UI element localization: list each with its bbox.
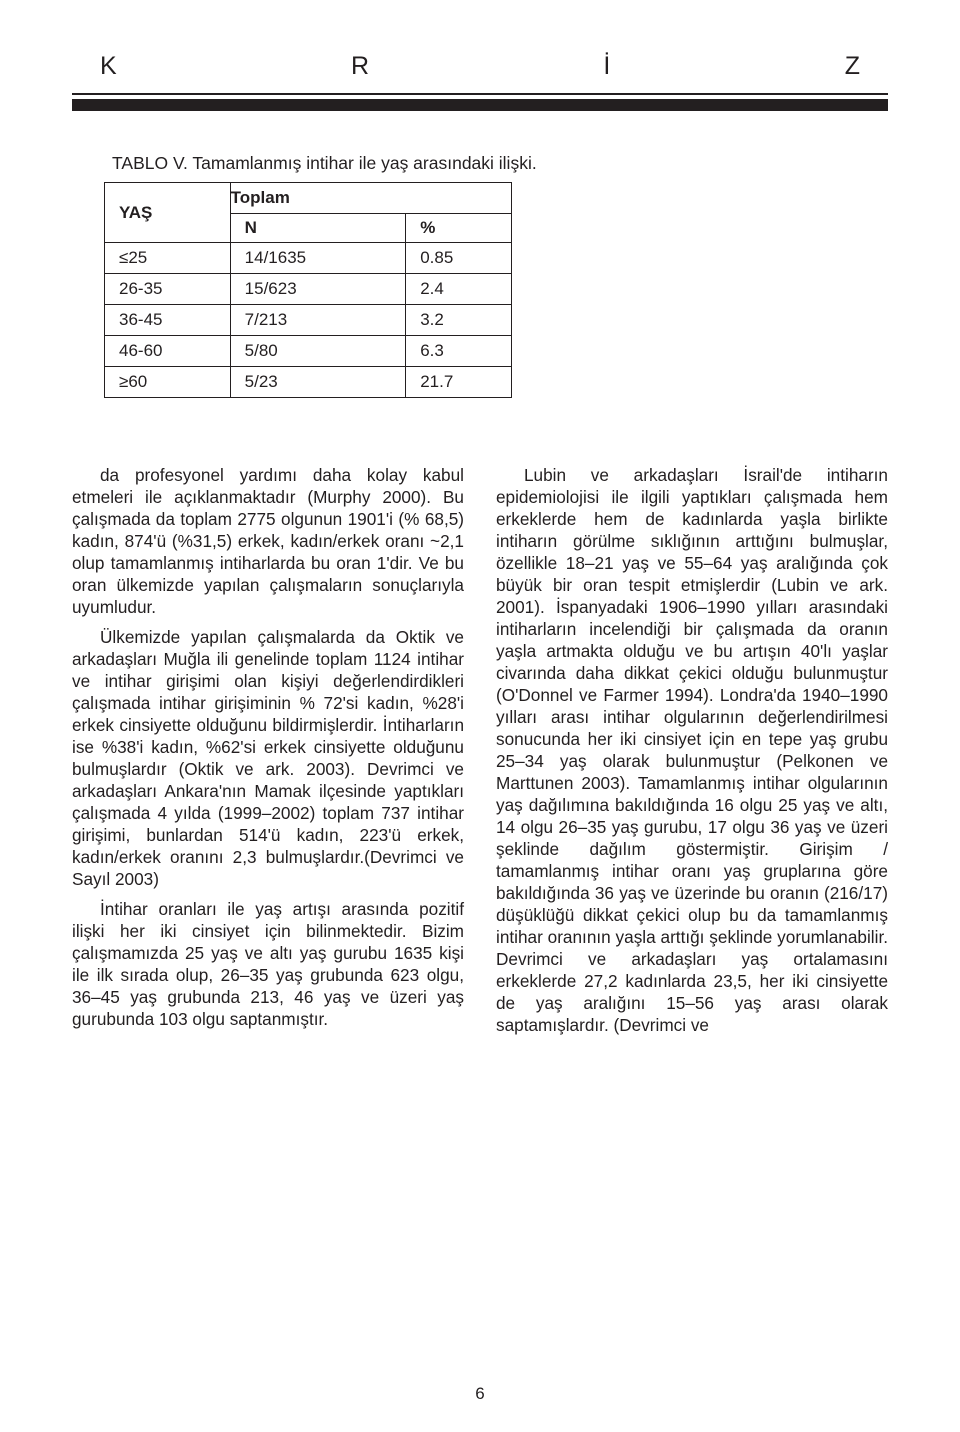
table-row: 26-35 15/623 2.4 xyxy=(105,274,512,305)
header-rule-thin xyxy=(72,93,888,95)
table-cell-yas: 46-60 xyxy=(105,336,231,367)
page-header: K R İ Z xyxy=(72,52,888,81)
table-subhead-n: N xyxy=(230,214,406,243)
header-letter: K xyxy=(100,52,117,81)
header-letter: Z xyxy=(845,52,860,81)
header-letter: R xyxy=(351,52,369,81)
table-cell-n: 5/80 xyxy=(230,336,406,367)
table-caption: TABLO V. Tamamlanmış intihar ile yaş ara… xyxy=(112,153,888,174)
paragraph: İntihar oranları ile yaş artışı arasında… xyxy=(72,898,464,1030)
table-row: 36-45 7/213 3.2 xyxy=(105,305,512,336)
data-table: YAŞ Toplam N % ≤25 14/1635 0.85 26-35 15… xyxy=(104,182,512,398)
table-row: ≤25 14/1635 0.85 xyxy=(105,243,512,274)
table-head-yas: YAŞ xyxy=(105,183,231,243)
table-row: 46-60 5/80 6.3 xyxy=(105,336,512,367)
header-rule-thick xyxy=(72,99,888,111)
column-right: Lubin ve arkadaşları İsrail'de intiharın… xyxy=(496,464,888,1044)
table-cell-pct: 21.7 xyxy=(406,367,512,398)
page-number: 6 xyxy=(0,1384,960,1404)
table-cell-n: 5/23 xyxy=(230,367,406,398)
table-cell-n: 7/213 xyxy=(230,305,406,336)
column-left: da profesyonel yardımı daha kolay kabul … xyxy=(72,464,464,1044)
table-cell-yas: ≥60 xyxy=(105,367,231,398)
table-cell-n: 14/1635 xyxy=(230,243,406,274)
table-cell-yas: 26-35 xyxy=(105,274,231,305)
table-subhead-pct: % xyxy=(406,214,512,243)
table-section: TABLO V. Tamamlanmış intihar ile yaş ara… xyxy=(104,153,888,398)
body-columns: da profesyonel yardımı daha kolay kabul … xyxy=(72,464,888,1044)
paragraph: Lubin ve arkadaşları İsrail'de intiharın… xyxy=(496,464,888,1036)
table-cell-n: 15/623 xyxy=(230,274,406,305)
table-head-toplam: Toplam xyxy=(230,183,511,214)
table-cell-yas: 36-45 xyxy=(105,305,231,336)
table-cell-pct: 3.2 xyxy=(406,305,512,336)
table-cell-pct: 0.85 xyxy=(406,243,512,274)
paragraph: da profesyonel yardımı daha kolay kabul … xyxy=(72,464,464,618)
paragraph: Ülkemizde yapılan çalışmalarda da Oktik … xyxy=(72,626,464,890)
table-row: ≥60 5/23 21.7 xyxy=(105,367,512,398)
header-letter: İ xyxy=(603,52,610,81)
table-cell-pct: 6.3 xyxy=(406,336,512,367)
table-cell-pct: 2.4 xyxy=(406,274,512,305)
table-cell-yas: ≤25 xyxy=(105,243,231,274)
